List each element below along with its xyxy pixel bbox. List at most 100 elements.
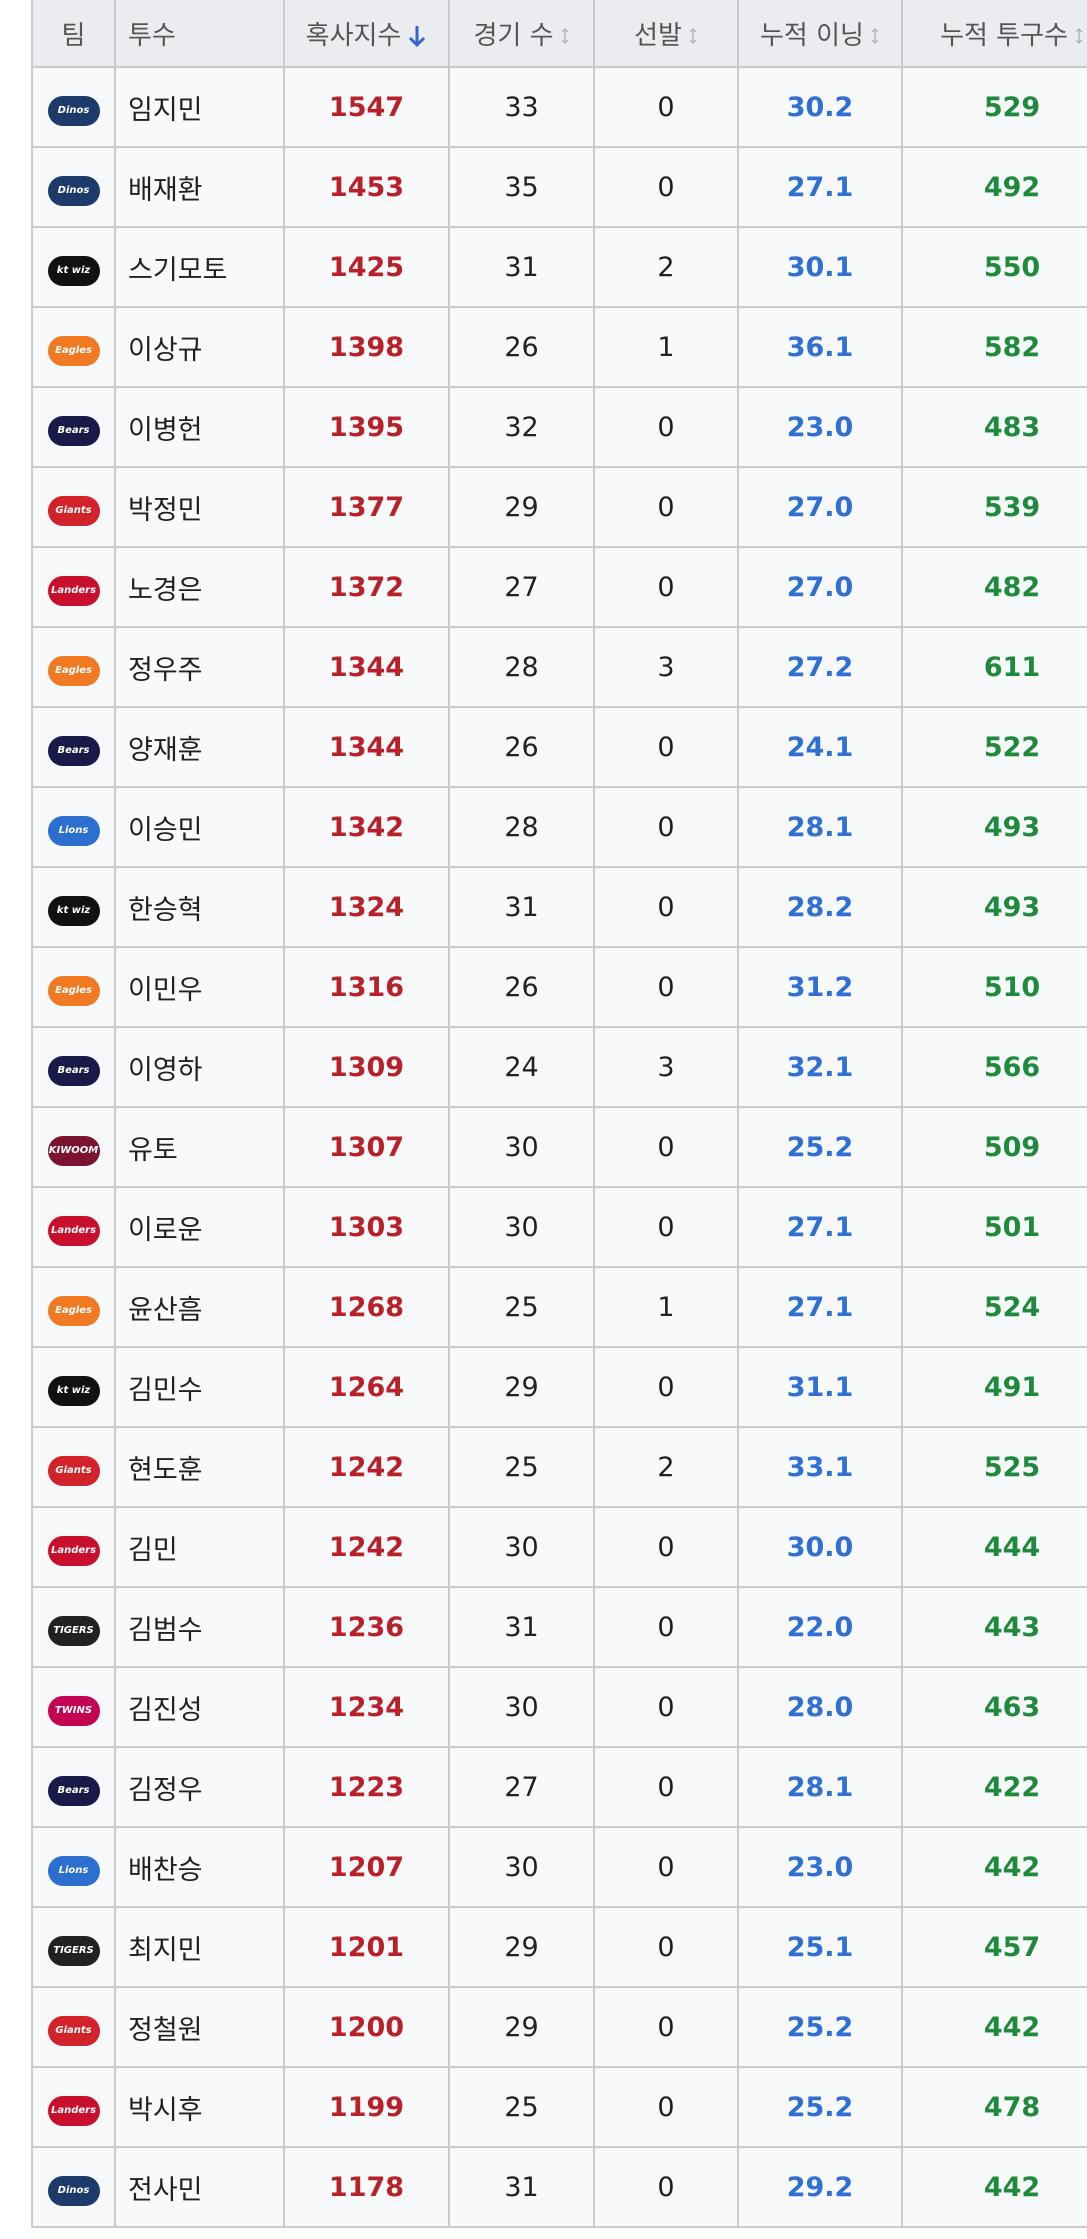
cell-text: 유토: [128, 1134, 178, 1166]
cell-text: 0: [657, 1771, 675, 1803]
table-row: Giants 박정민 1377 29 0 27.0 539: [31, 466, 1087, 548]
cell-text: 0: [657, 2011, 675, 2043]
cell-text: 이상규: [128, 334, 203, 366]
cell-text: 25: [504, 1451, 539, 1483]
table-cell: 김범수: [114, 1586, 285, 1668]
cell-text: 31.2: [786, 971, 854, 1003]
table-cell: 22.0: [737, 1586, 903, 1668]
cell-text: 29: [504, 2011, 539, 2043]
table-cell: 29: [448, 1906, 595, 1988]
table-cell: 1344: [283, 626, 450, 708]
cell-text: 1268: [328, 1291, 405, 1323]
cell-text: 1242: [328, 1531, 405, 1563]
table-cell: 1236: [283, 1586, 450, 1668]
table-cell: 31.1: [737, 1346, 903, 1428]
table-cell: 0: [593, 1186, 739, 1268]
cell-text: 29: [504, 491, 539, 523]
cell-text: 529: [983, 91, 1041, 123]
table-cell: 32: [448, 386, 595, 468]
table-row: Eagles 이상규 1398 26 1 36.1 582: [31, 306, 1087, 388]
cell-text: 최지민: [128, 1934, 203, 1966]
sort-desc-icon[interactable]: [407, 24, 427, 48]
cell-text: 510: [983, 971, 1041, 1003]
cell-text: 1398: [328, 331, 405, 363]
table-cell: 1199: [283, 2066, 450, 2148]
table-cell: TIGERS: [31, 1586, 116, 1668]
table-cell: Dinos: [31, 146, 116, 228]
cell-text: 566: [983, 1051, 1041, 1083]
table-cell: 0: [593, 1586, 739, 1668]
team-logo: kt wiz: [47, 895, 100, 926]
header-row: 팀 투수 혹사지수 경기 수 선발 누적 이닝 누적 투구수: [31, 0, 1087, 68]
cell-text: 한승혁: [128, 894, 203, 926]
cell-text: 0: [657, 1211, 675, 1243]
cell-text: 30: [504, 1851, 539, 1883]
team-logo: Lions: [47, 1855, 100, 1886]
table-cell: 28.1: [737, 786, 903, 868]
sort-icon[interactable]: [1074, 28, 1084, 44]
cell-text: 0: [657, 2091, 675, 2123]
cell-text: 27.0: [786, 491, 854, 523]
table-cell: 566: [901, 1026, 1087, 1108]
table-cell: 0: [593, 2066, 739, 2148]
cell-text: 27: [504, 571, 539, 603]
cell-text: 이로운: [128, 1214, 203, 1246]
table-cell: 1398: [283, 306, 450, 388]
table-cell: 0: [593, 706, 739, 788]
table-cell: 김정우: [114, 1746, 285, 1828]
cell-text: 30: [504, 1691, 539, 1723]
column-header[interactable]: 혹사지수: [283, 0, 450, 68]
table-cell: 전사민: [114, 2146, 285, 2228]
table-cell: 463: [901, 1666, 1087, 1748]
table-cell: 31: [448, 226, 595, 308]
table-cell: 27: [448, 1746, 595, 1828]
table-cell: Bears: [31, 386, 116, 468]
table-cell: 1242: [283, 1426, 450, 1508]
table-cell: 522: [901, 706, 1087, 788]
table-cell: 36.1: [737, 306, 903, 388]
cell-text: 32: [504, 411, 539, 443]
table-cell: Bears: [31, 1746, 116, 1828]
table-row: Landers 김민 1242 30 0 30.0 444: [31, 1506, 1087, 1588]
table-cell: 0: [593, 146, 739, 228]
table-cell: kt wiz: [31, 866, 116, 948]
table-cell: Lions: [31, 1826, 116, 1908]
table-cell: 0: [593, 786, 739, 868]
column-header[interactable]: 경기 수: [448, 0, 595, 68]
sort-icon[interactable]: [688, 28, 698, 44]
table-cell: 이상규: [114, 306, 285, 388]
team-logo: Giants: [47, 2015, 100, 2046]
table-cell: 이영하: [114, 1026, 285, 1108]
column-header[interactable]: 누적 투구수: [901, 0, 1087, 68]
cell-text: 23.0: [786, 411, 854, 443]
cell-text: 25.2: [786, 1131, 854, 1163]
cell-text: 30.0: [786, 1531, 854, 1563]
table-cell: 28: [448, 786, 595, 868]
table-cell: 배찬승: [114, 1826, 285, 1908]
cell-text: 2: [657, 251, 675, 283]
table-cell: 482: [901, 546, 1087, 628]
team-logo: Dinos: [47, 95, 100, 126]
cell-text: 박정민: [128, 494, 203, 526]
cell-text: 28: [504, 651, 539, 683]
table-cell: kt wiz: [31, 1346, 116, 1428]
cell-text: 1453: [328, 171, 405, 203]
column-header: 투수: [114, 0, 285, 68]
table-cell: 1: [593, 1266, 739, 1348]
cell-text: 29: [504, 1371, 539, 1403]
table-cell: Giants: [31, 1986, 116, 2068]
table-cell: 23.0: [737, 386, 903, 468]
table-row: Eagles 이민우 1316 26 0 31.2 510: [31, 946, 1087, 1028]
table-cell: 611: [901, 626, 1087, 708]
sort-icon[interactable]: [560, 28, 570, 44]
table-cell: 30: [448, 1106, 595, 1188]
table-row: Landers 박시후 1199 25 0 25.2 478: [31, 2066, 1087, 2148]
column-header[interactable]: 선발: [593, 0, 739, 68]
table-cell: 0: [593, 946, 739, 1028]
table-row: TWINS 김진성 1234 30 0 28.0 463: [31, 1666, 1087, 1748]
table-cell: 28: [448, 626, 595, 708]
table-cell: 27.1: [737, 1186, 903, 1268]
sort-icon[interactable]: [870, 28, 880, 44]
table-row: KIWOOM 유토 1307 30 0 25.2 509: [31, 1106, 1087, 1188]
column-header[interactable]: 누적 이닝: [737, 0, 903, 68]
